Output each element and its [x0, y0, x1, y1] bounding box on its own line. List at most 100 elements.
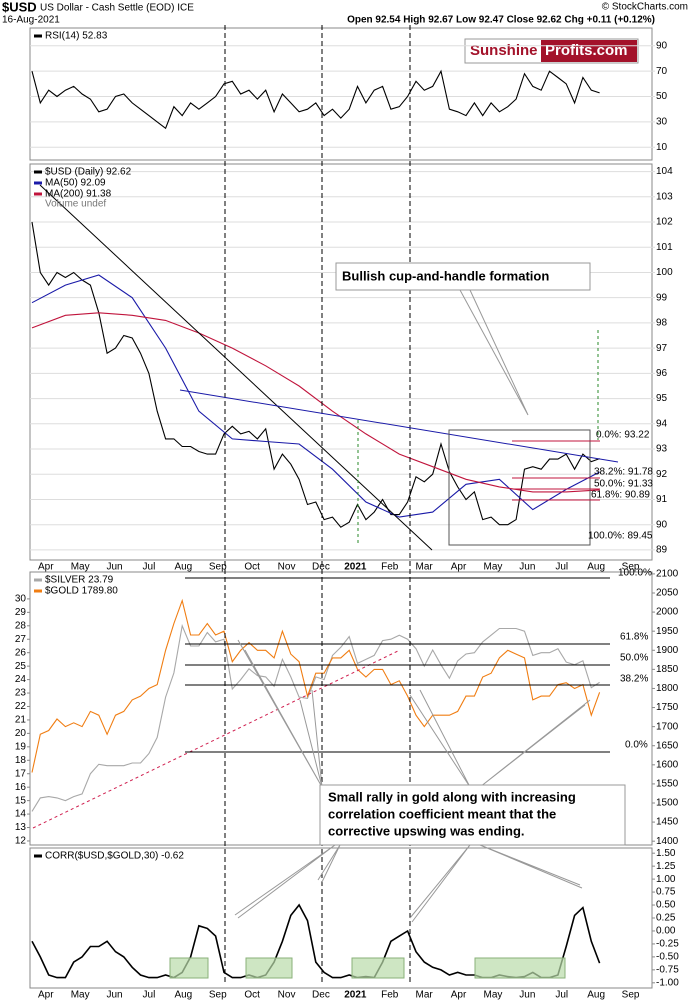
y-tick-label: 30 — [15, 594, 27, 605]
y-tick-label: 1.50 — [656, 848, 676, 859]
x-tick-label: Sep — [209, 562, 227, 573]
logo-text: Profits.com — [545, 42, 628, 59]
y-tick-label: 0.00 — [656, 926, 676, 937]
series-line — [31, 69, 600, 130]
x-tick-label: Feb — [381, 562, 399, 573]
y-tick-label: 95 — [656, 393, 668, 404]
fib-label: 61.8% — [620, 632, 648, 643]
x-tick-label: Mar — [416, 562, 434, 573]
fib-label: 50.0% — [620, 653, 648, 664]
fib-label: 100.0% — [618, 568, 652, 579]
x-tick-label: Sep — [622, 562, 640, 573]
y-tick-label: 27 — [15, 634, 27, 645]
annotation: Bullish cup-and-handle formation — [342, 268, 549, 283]
x-tick-label: Sep — [622, 990, 640, 1000]
y-tick-label: 103 — [656, 191, 673, 202]
y2-tick-label: 2100 — [656, 569, 679, 580]
y2-tick-label: 1650 — [656, 740, 679, 751]
x-tick-label: Jul — [143, 990, 156, 1000]
x-tick-label: Mar — [416, 990, 434, 1000]
x-tick-label: Jun — [519, 990, 535, 1000]
y-tick-label: 21 — [15, 715, 27, 726]
y-tick-label: 10 — [656, 142, 668, 153]
legend-label: $USD (Daily) 92.62 — [45, 167, 132, 178]
logo: Sunshine Profits.com — [464, 38, 639, 64]
y2-tick-label: 1850 — [656, 664, 679, 675]
y-tick-label: 19 — [15, 741, 27, 752]
legend-label: CORR($USD,$GOLD,30) -0.62 — [45, 851, 184, 862]
series-line — [31, 598, 601, 773]
x-tick-label: Jul — [555, 562, 568, 573]
x-tick-label: Nov — [278, 990, 296, 1000]
legend-label: $SILVER 23.79 — [45, 575, 114, 586]
fib-label: 50.0%: 91.33 — [594, 479, 653, 490]
annotation: Small rally in gold along with increasin… — [328, 789, 576, 804]
y-tick-label: 101 — [656, 242, 673, 253]
support-line — [32, 649, 401, 829]
x-tick-label: Jul — [143, 562, 156, 573]
y-tick-label: 23 — [15, 688, 27, 699]
legend-extra: Volume undef — [45, 199, 106, 210]
fib-box — [448, 429, 591, 546]
fib-label: 100.0%: 89.45 — [588, 531, 653, 542]
y2-tick-label: 2050 — [656, 588, 679, 599]
x-tick-label: May — [71, 562, 90, 573]
instrument: US Dollar - Cash Settle (EOD) ICE — [40, 3, 194, 14]
x-tick-label: Dec — [312, 562, 330, 573]
highlight — [351, 957, 405, 979]
y2-tick-label: 1400 — [656, 836, 679, 847]
y2-tick-label: 1600 — [656, 759, 679, 770]
y-tick-label: 1.25 — [656, 861, 676, 872]
y-tick-label: -0.75 — [656, 964, 679, 975]
y-tick-label: 24 — [15, 674, 27, 685]
y-tick-label: 0.75 — [656, 887, 676, 898]
x-tick-label: Aug — [587, 562, 605, 573]
annotation: corrective upswing was ending. — [328, 823, 525, 838]
y-tick-label: 96 — [656, 368, 668, 379]
y-tick-label: 30 — [656, 117, 668, 128]
x-tick-label: Jun — [106, 990, 122, 1000]
y2-tick-label: 1700 — [656, 721, 679, 732]
x-tick-label: May — [71, 990, 90, 1000]
x-tick-label: Sep — [209, 990, 227, 1000]
legend-label: RSI(14) 52.83 — [45, 31, 108, 42]
y-tick-label: 90 — [656, 40, 668, 51]
y-tick-label: 16 — [15, 782, 27, 793]
legend-label: MA(50) 92.09 — [45, 178, 106, 189]
y-tick-label: 98 — [656, 318, 668, 329]
series-line — [31, 221, 600, 528]
legend-label: $GOLD 1789.80 — [45, 586, 118, 597]
date: 16-Aug-2021 — [2, 15, 60, 26]
y2-tick-label: 1750 — [656, 702, 679, 713]
y-tick-label: 94 — [656, 418, 668, 429]
y-tick-label: 22 — [15, 701, 27, 712]
y2-tick-label: 1800 — [656, 683, 679, 694]
y-tick-label: 93 — [656, 444, 668, 455]
ohlc: Open 92.54 High 92.67 Low 92.47 Close 92… — [347, 15, 655, 26]
symbol: $USD — [2, 0, 37, 14]
y-tick-label: 26 — [15, 647, 27, 658]
y-tick-label: 50 — [656, 91, 668, 102]
y-tick-label: 28 — [15, 620, 27, 631]
annotation-box — [335, 262, 591, 291]
x-tick-label: Feb — [381, 990, 399, 1000]
x-tick-label: Aug — [174, 562, 192, 573]
y-tick-label: 99 — [656, 292, 668, 303]
fib-label: 0.0% — [625, 740, 648, 751]
y-tick-label: 20 — [15, 728, 27, 739]
y-tick-label: 100 — [656, 267, 673, 278]
y-tick-label: 25 — [15, 661, 27, 672]
y-tick-label: 0.25 — [656, 913, 676, 924]
x-tick-label: Dec — [312, 990, 330, 1000]
y2-tick-label: 2000 — [656, 607, 679, 618]
y-tick-label: 0.50 — [656, 900, 676, 911]
y-tick-label: 1.00 — [656, 874, 676, 885]
panel-frame — [29, 163, 653, 561]
x-tick-label: Aug — [587, 990, 605, 1000]
legend-label: MA(200) 91.38 — [45, 189, 112, 200]
annotation: correlation coefficient meant that the — [328, 806, 556, 821]
x-tick-label: Apr — [451, 562, 467, 573]
y-tick-label: 104 — [656, 166, 673, 177]
